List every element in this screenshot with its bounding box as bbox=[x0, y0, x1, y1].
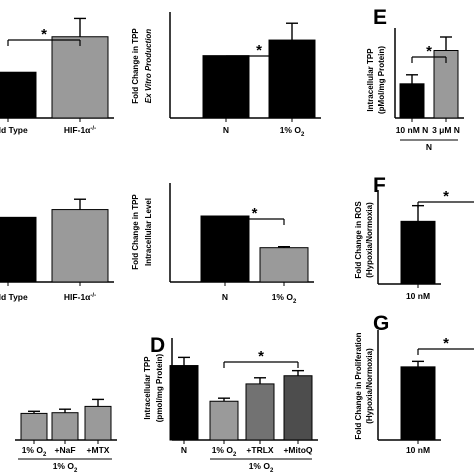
tick-label-D-0: N bbox=[181, 445, 187, 455]
bar-E1-2 bbox=[84, 405, 112, 441]
y-axis-subtitle-D: (pmol/mg Protein) bbox=[155, 353, 164, 422]
panel-label-F: F bbox=[373, 174, 386, 197]
group-label-D: 1% O2 bbox=[249, 461, 274, 474]
bar-A-0 bbox=[0, 71, 37, 119]
bar-G-0 bbox=[400, 366, 436, 441]
tick-label-B-0: N bbox=[223, 125, 229, 135]
tick-label-E-1: 3 μM N bbox=[432, 125, 460, 135]
significance-star-F: * bbox=[443, 188, 449, 205]
bar-F-0 bbox=[400, 220, 436, 285]
bar-E-0 bbox=[399, 83, 425, 119]
y-axis-title-E: Intracellular TPP bbox=[366, 48, 375, 112]
bar-A-1 bbox=[51, 36, 109, 119]
tick-label-D-2: +TRLX bbox=[246, 445, 273, 455]
group-label-E: N bbox=[426, 142, 432, 152]
tick-label-D1-0: N bbox=[222, 292, 228, 302]
tick-label-E1-2: +MTX bbox=[87, 445, 110, 455]
tick-label-D1-1: 1% O2 bbox=[272, 292, 297, 305]
tick-label-E1-0: 1% O2 bbox=[22, 445, 47, 458]
tick-label-C-1: HIF-1α-/- bbox=[64, 292, 96, 302]
y-axis-title-D: Intracellular TPP bbox=[143, 356, 152, 420]
tick-label-A-1: HIF-1α-/- bbox=[64, 125, 96, 135]
tick-label-A-0: Wild Type bbox=[0, 125, 28, 135]
bar-E1-0 bbox=[20, 412, 48, 441]
bar-D-2 bbox=[245, 383, 275, 441]
bar-D1-0 bbox=[200, 215, 250, 283]
y-axis-subtitle-D1: Intracellular Level bbox=[144, 198, 153, 266]
panel-label-D: D bbox=[150, 334, 165, 357]
bar-D-3 bbox=[283, 375, 313, 441]
bar-D1-1 bbox=[259, 247, 309, 283]
y-axis-title-D1: Fold Change in TPP bbox=[131, 194, 140, 270]
bar-D-1 bbox=[209, 400, 239, 441]
significance-star-A: * bbox=[41, 26, 47, 43]
group-label-E1: 1% O2 bbox=[53, 461, 78, 474]
significance-star-D: * bbox=[258, 348, 264, 365]
y-axis-title-B: Fold Change in TPP bbox=[131, 28, 140, 104]
y-axis-subtitle-F: (Hypoxia/Normoxia) bbox=[365, 202, 374, 278]
bar-B-0 bbox=[202, 55, 250, 119]
significance-star-G: * bbox=[443, 335, 449, 352]
panel-label-G: G bbox=[373, 312, 389, 335]
panel-label-E: E bbox=[373, 6, 387, 29]
tick-label-E1-1: +NaF bbox=[54, 445, 75, 455]
tick-label-E-0: 10 nM N bbox=[396, 125, 429, 135]
tick-label-D-1: 1% O2 bbox=[212, 445, 237, 458]
bar-D-0 bbox=[169, 365, 199, 441]
tick-label-G-0: 10 nM bbox=[406, 445, 430, 455]
y-axis-subtitle-E: (pMol/mg Protein) bbox=[377, 46, 386, 114]
significance-star-B: * bbox=[256, 42, 262, 59]
significance-star-E: * bbox=[426, 43, 432, 60]
tick-label-F-0: 10 nM bbox=[406, 291, 430, 301]
y-axis-title-F: Fold Change in ROS bbox=[354, 201, 363, 279]
tick-label-B-1: 1% O2 bbox=[280, 125, 305, 138]
y-axis-title-G: Fold Change in Proliferation bbox=[354, 332, 363, 439]
tick-label-C-0: Wild Type bbox=[0, 292, 28, 302]
bar-C-1 bbox=[51, 209, 109, 283]
y-axis-subtitle-B: Ex Vitro Production bbox=[144, 29, 153, 103]
tick-label-D-3: +MitoQ bbox=[283, 445, 312, 455]
bar-B-1 bbox=[268, 39, 316, 119]
significance-star-D1: * bbox=[252, 205, 258, 222]
bar-C-0 bbox=[0, 216, 37, 283]
y-axis-subtitle-G: (Hypoxia/Normoxia) bbox=[365, 348, 374, 424]
bar-E1-1 bbox=[51, 412, 79, 441]
